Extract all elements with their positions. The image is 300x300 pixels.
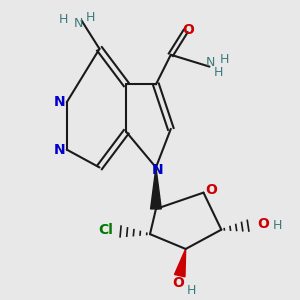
Polygon shape bbox=[175, 249, 186, 277]
Text: O: O bbox=[257, 217, 269, 231]
Text: N: N bbox=[53, 95, 65, 109]
Text: H: H bbox=[86, 11, 95, 24]
Text: O: O bbox=[172, 276, 184, 290]
Text: H: H bbox=[220, 53, 229, 66]
Text: H: H bbox=[273, 219, 283, 232]
Text: H: H bbox=[214, 66, 223, 79]
Text: O: O bbox=[183, 22, 195, 37]
Text: H: H bbox=[59, 13, 68, 26]
Text: N: N bbox=[206, 56, 216, 69]
Text: H: H bbox=[187, 284, 196, 297]
Polygon shape bbox=[151, 167, 161, 209]
Text: O: O bbox=[205, 183, 217, 197]
Text: N: N bbox=[53, 142, 65, 157]
Text: N: N bbox=[74, 17, 83, 30]
Text: Cl: Cl bbox=[98, 223, 113, 237]
Text: N: N bbox=[152, 164, 163, 177]
